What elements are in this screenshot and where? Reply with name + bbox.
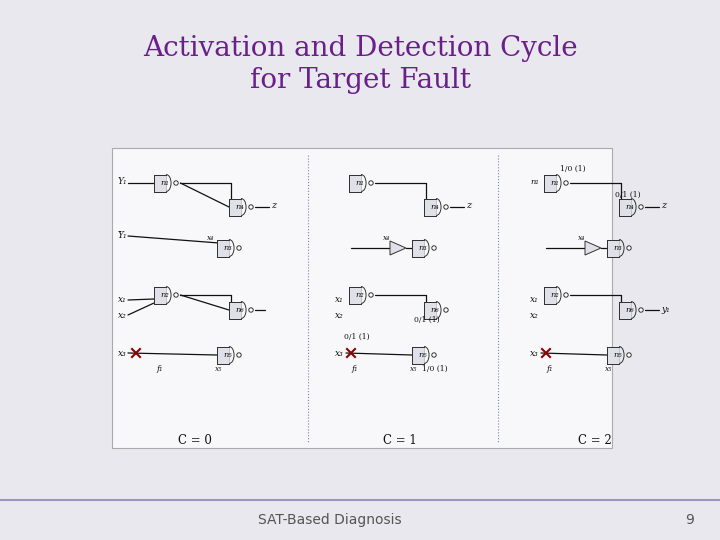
Text: n₃: n₃ [224, 244, 233, 252]
Text: 0/1 (1): 0/1 (1) [414, 316, 440, 324]
Bar [229, 199, 241, 215]
Bar [229, 301, 241, 319]
Text: 9: 9 [685, 513, 694, 527]
Text: n₃: n₃ [418, 244, 428, 252]
Text: f₁: f₁ [157, 365, 163, 373]
Text: x₅: x₅ [606, 365, 613, 373]
Text: x₄: x₄ [207, 234, 214, 242]
Text: n₂: n₂ [356, 291, 364, 299]
Circle shape [627, 246, 631, 250]
Circle shape [249, 205, 253, 209]
Text: f₁: f₁ [352, 365, 359, 373]
Bar [349, 174, 361, 192]
Circle shape [564, 293, 568, 297]
Text: 1/0 (1): 1/0 (1) [422, 365, 448, 373]
Text: x₃: x₃ [118, 348, 127, 357]
Text: n₁: n₁ [356, 179, 364, 187]
Text: C = 1: C = 1 [383, 434, 417, 447]
Circle shape [237, 353, 241, 357]
Circle shape [444, 308, 448, 312]
Text: z: z [467, 200, 472, 210]
Text: n₂: n₂ [161, 291, 169, 299]
Circle shape [174, 181, 179, 185]
Bar [619, 301, 631, 319]
Text: x₁: x₁ [530, 295, 539, 305]
Circle shape [249, 308, 253, 312]
Bar [607, 240, 619, 256]
Text: z: z [662, 200, 667, 210]
Bar [544, 174, 556, 192]
Circle shape [639, 205, 643, 209]
Bar [607, 347, 619, 363]
Text: 1/0 (1): 1/0 (1) [560, 165, 585, 173]
Circle shape [627, 353, 631, 357]
Text: n₆: n₆ [235, 306, 244, 314]
Text: n₁: n₁ [530, 178, 539, 186]
Text: n₃: n₃ [613, 244, 622, 252]
Text: n₄: n₄ [431, 203, 439, 211]
Text: 0/1 (1): 0/1 (1) [616, 191, 641, 199]
Text: C = 0: C = 0 [178, 434, 212, 447]
Bar [217, 240, 229, 256]
Circle shape [444, 205, 448, 209]
Circle shape [432, 353, 436, 357]
Text: n₅: n₅ [418, 351, 428, 359]
Text: x₃: x₃ [336, 348, 344, 357]
Text: for Target Fault: for Target Fault [250, 66, 470, 93]
Text: x₂: x₂ [530, 310, 539, 320]
Bar [412, 347, 424, 363]
Circle shape [237, 246, 241, 250]
Bar [424, 199, 436, 215]
Text: x₄: x₄ [577, 234, 585, 242]
Text: x₂: x₂ [118, 310, 127, 320]
Text: x₁: x₁ [118, 295, 127, 305]
Text: x₅: x₅ [215, 365, 222, 373]
Text: x₂: x₂ [336, 310, 344, 320]
Text: x₃: x₃ [530, 348, 539, 357]
Text: f₁: f₁ [546, 365, 553, 373]
Text: n₅: n₅ [613, 351, 622, 359]
Bar [619, 199, 631, 215]
Text: n₆: n₆ [431, 306, 439, 314]
Bar [544, 287, 556, 303]
Text: y₁: y₁ [662, 306, 670, 314]
Text: z: z [271, 200, 276, 210]
Bar [154, 174, 166, 192]
Text: Activation and Detection Cycle: Activation and Detection Cycle [143, 35, 577, 62]
Polygon shape [585, 241, 601, 255]
Text: Y̅₁: Y̅₁ [117, 232, 127, 240]
Text: x₅: x₅ [410, 365, 418, 373]
Text: SAT-Based Diagnosis: SAT-Based Diagnosis [258, 513, 402, 527]
Polygon shape [390, 241, 406, 255]
Text: x₁: x₁ [336, 295, 344, 305]
Text: n₄: n₄ [235, 203, 244, 211]
Circle shape [369, 293, 373, 297]
Circle shape [432, 246, 436, 250]
Bar [217, 347, 229, 363]
Text: n₁: n₁ [161, 179, 169, 187]
Bar [154, 287, 166, 303]
Text: 0/1 (1): 0/1 (1) [344, 333, 369, 341]
Text: n₆: n₆ [626, 306, 634, 314]
Circle shape [174, 293, 179, 297]
Circle shape [369, 181, 373, 185]
Circle shape [564, 181, 568, 185]
Text: n₁: n₁ [551, 179, 559, 187]
Text: Y₁: Y₁ [117, 178, 127, 186]
Text: n₄: n₄ [626, 203, 634, 211]
Text: n₂: n₂ [551, 291, 559, 299]
Bar [349, 287, 361, 303]
Text: x₄: x₄ [383, 234, 390, 242]
Text: n₅: n₅ [224, 351, 233, 359]
Text: C = 2: C = 2 [578, 434, 612, 447]
Circle shape [639, 308, 643, 312]
FancyBboxPatch shape [112, 148, 612, 448]
Bar [424, 301, 436, 319]
Bar [412, 240, 424, 256]
